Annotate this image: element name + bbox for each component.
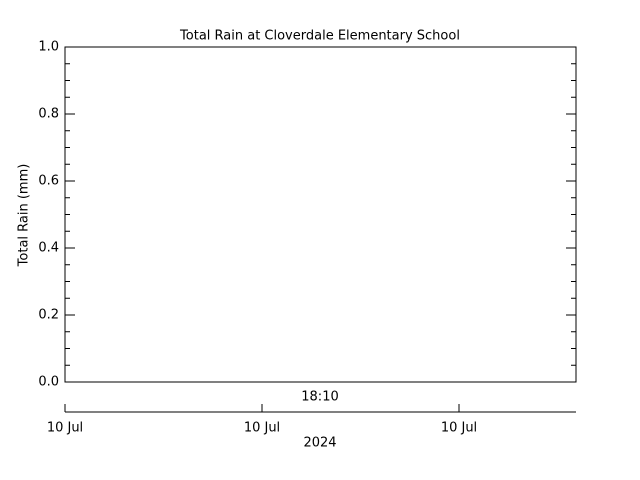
x-tick-label: 10 Jul	[244, 421, 280, 436]
y-tick-label: 0.8	[38, 107, 59, 122]
time-label: 18:10	[301, 390, 338, 405]
plot-frame	[64, 46, 577, 383]
chart-title: Total Rain at Cloverdale Elementary Scho…	[179, 29, 460, 44]
x-tick-label: 10 Jul	[47, 421, 83, 436]
y-tick-label: 0.6	[38, 174, 59, 189]
year-label: 2024	[303, 436, 336, 451]
y-tick-label: 0.2	[38, 308, 59, 323]
y-tick-label: 0.4	[38, 241, 59, 256]
y-axis-label: Total Rain (mm)	[17, 164, 32, 268]
x-tick-label: 10 Jul	[441, 421, 477, 436]
y-tick-label: 1.0	[38, 40, 59, 55]
y-tick-label: 0.0	[38, 375, 59, 390]
